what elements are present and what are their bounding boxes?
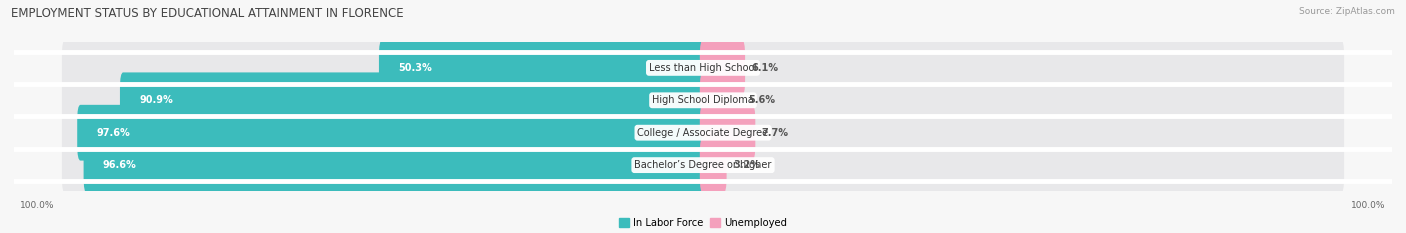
FancyBboxPatch shape <box>62 137 1344 193</box>
FancyBboxPatch shape <box>83 137 706 193</box>
Text: High School Diploma: High School Diploma <box>652 95 754 105</box>
Text: EMPLOYMENT STATUS BY EDUCATIONAL ATTAINMENT IN FLORENCE: EMPLOYMENT STATUS BY EDUCATIONAL ATTAINM… <box>11 7 404 20</box>
FancyBboxPatch shape <box>120 72 706 128</box>
Text: College / Associate Degree: College / Associate Degree <box>637 128 769 138</box>
FancyBboxPatch shape <box>380 40 706 96</box>
Text: Source: ZipAtlas.com: Source: ZipAtlas.com <box>1299 7 1395 16</box>
Text: 5.6%: 5.6% <box>748 95 775 105</box>
FancyBboxPatch shape <box>77 105 706 161</box>
Text: 90.9%: 90.9% <box>139 95 173 105</box>
FancyBboxPatch shape <box>62 72 1344 128</box>
Text: Bachelor’s Degree or higher: Bachelor’s Degree or higher <box>634 160 772 170</box>
FancyBboxPatch shape <box>700 137 727 193</box>
FancyBboxPatch shape <box>700 40 745 96</box>
Text: 6.1%: 6.1% <box>751 63 779 73</box>
Text: 96.6%: 96.6% <box>103 160 136 170</box>
Text: 3.2%: 3.2% <box>733 160 761 170</box>
Text: 7.7%: 7.7% <box>762 128 789 138</box>
FancyBboxPatch shape <box>62 105 1344 161</box>
FancyBboxPatch shape <box>700 105 755 161</box>
Text: Less than High School: Less than High School <box>650 63 756 73</box>
Text: 100.0%: 100.0% <box>21 202 55 210</box>
Legend: In Labor Force, Unemployed: In Labor Force, Unemployed <box>619 218 787 228</box>
Text: 100.0%: 100.0% <box>1351 202 1385 210</box>
FancyBboxPatch shape <box>700 72 742 128</box>
Text: 50.3%: 50.3% <box>398 63 432 73</box>
FancyBboxPatch shape <box>62 40 1344 96</box>
Text: 97.6%: 97.6% <box>97 128 131 138</box>
